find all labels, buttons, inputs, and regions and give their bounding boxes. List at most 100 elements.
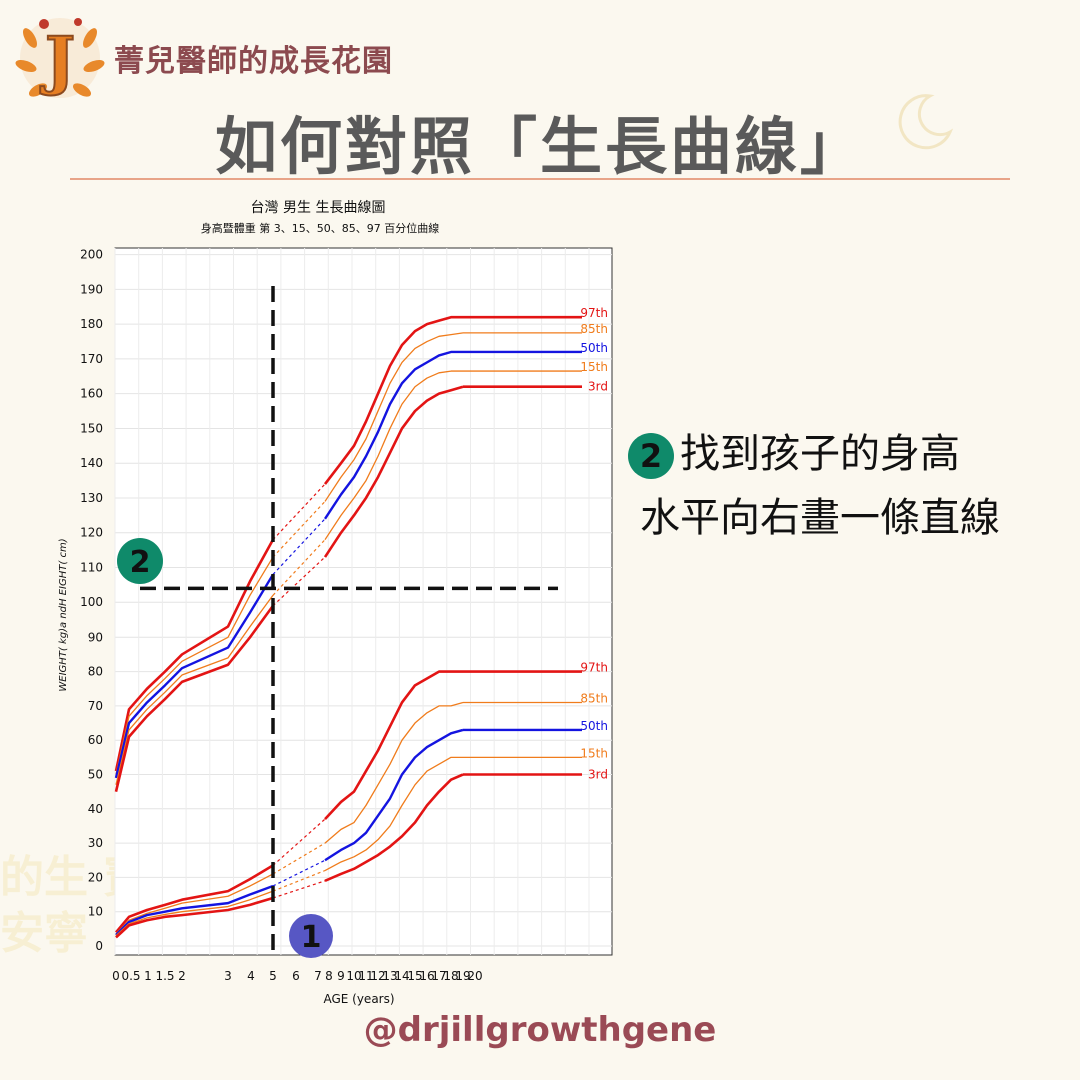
y-tick-label: 100 <box>80 595 103 609</box>
height-curve-p85-gap <box>272 501 326 558</box>
height-curve-p15-gap <box>272 539 326 596</box>
weight-curve-p97-early <box>115 864 274 934</box>
y-tick-label: 30 <box>88 836 103 850</box>
instruction-line-2: 水平向右畫一條直線 <box>640 495 1000 541</box>
weight-curve-p50-early <box>115 884 274 936</box>
y-tick-label: 150 <box>80 421 103 435</box>
x-tick-label: 15 <box>407 969 422 983</box>
height-curve-p50-early <box>114 573 275 779</box>
height-series-label-p85: 85th <box>580 322 608 336</box>
height-curve-p97-late <box>323 315 463 485</box>
height-curve-p15-late <box>324 370 463 541</box>
logo-letter: J <box>40 23 75 98</box>
social-handle: @drjillgrowthgene <box>363 1010 717 1050</box>
y-axis-label: WEIGHT( kg)a ndH EIGHT( cm) <box>58 538 69 691</box>
weight-curve-p85-early <box>115 873 274 935</box>
weight-curve-p3-early <box>115 896 274 939</box>
x-tick-label: 4 <box>247 969 255 983</box>
y-tick-label: 0 <box>95 939 103 953</box>
x-tick-label: 8 <box>325 969 333 983</box>
y-tick-label: 10 <box>88 905 103 919</box>
step-1-badge <box>289 914 333 958</box>
series-layer: 97th 85th 50th 15th 3rd 97th 85th 50th 15th 3rd <box>114 306 608 939</box>
chart-title: 台灣 男生 生長曲線圖 <box>251 200 386 216</box>
weight-curve-p97-late <box>324 670 463 820</box>
x-tick-label: 0.5 <box>121 969 140 983</box>
x-tick-label: 12 <box>370 969 385 983</box>
y-tick-label: 120 <box>80 526 103 540</box>
y-tick-label: 130 <box>80 491 103 505</box>
weight-curve-p85-late <box>324 701 464 844</box>
weight-series-label-p3: 3rd <box>588 768 608 782</box>
y-tick-label: 20 <box>88 870 103 884</box>
x-tick-label: 11 <box>358 969 373 983</box>
header-divider <box>70 178 1010 180</box>
moon-icon <box>898 94 954 150</box>
x-tick-label: 14 <box>394 969 409 983</box>
weight-curve-p85-gap <box>272 842 326 875</box>
y-tick-label: 180 <box>80 317 103 331</box>
height-curve-p50-gap <box>272 518 326 575</box>
weight-series-label-p85: 85th <box>580 691 608 705</box>
x-tick-label: 16 <box>419 969 434 983</box>
brand-name: 菁兒醫師的成長花園 <box>114 44 393 79</box>
x-tick-label: 6 <box>292 969 300 983</box>
y-tick-label: 40 <box>88 802 103 816</box>
step-2-chart-badge-label: 2 <box>130 545 151 580</box>
annotation-layer: 12 <box>117 286 558 958</box>
x-axis-label: AGE (years) <box>323 992 394 1006</box>
step-2-badge: 2 <box>628 433 674 479</box>
y-tick-label: 140 <box>80 456 103 470</box>
y-tick-label: 80 <box>88 665 103 679</box>
x-tick-label: 17 <box>431 969 446 983</box>
chart-plot-area <box>114 247 613 956</box>
y-tick-label: 70 <box>88 699 103 713</box>
x-tick-label: 5 <box>269 969 277 983</box>
y-tick-label: 60 <box>88 733 103 747</box>
y-tick-label: 190 <box>80 282 103 296</box>
weight-series-label-p97: 97th <box>580 661 608 675</box>
y-tick-label: 160 <box>80 387 103 401</box>
y-tick-label: 170 <box>80 352 103 366</box>
height-curve-p3-late <box>323 385 464 558</box>
x-tick-label: 3 <box>224 969 232 983</box>
weight-curve-p15-late <box>324 756 463 872</box>
weight-series-label-p50: 50th <box>580 719 608 733</box>
x-tick-label: 1 <box>144 969 152 983</box>
x-tick-label: 10 <box>346 969 361 983</box>
height-series-label-p97: 97th <box>580 306 608 320</box>
weight-series-label-p15: 15th <box>580 746 608 760</box>
height-curve-p50-late <box>323 350 463 520</box>
chart-subtitle: 身高暨體重 第 3、15、50、85、97 百分位曲線 <box>201 221 439 235</box>
height-curve-p97-gap <box>272 483 326 541</box>
instruction-text: 2 找到孩子的身高 水平向右畫一條直線 <box>628 422 1000 550</box>
step-1-badge-label: 1 <box>301 920 322 955</box>
height-curve-p85-early <box>115 556 274 775</box>
instruction-line-1: 找到孩子的身高 <box>680 431 960 477</box>
y-tick-label: 110 <box>80 560 103 574</box>
x-tick-label: 18 <box>443 969 458 983</box>
height-series-label-p50: 50th <box>580 341 608 355</box>
weight-curve-p50-gap <box>272 859 326 887</box>
y-tick-label: 200 <box>80 248 103 262</box>
page-title: 如何對照「生長曲線」 <box>214 110 865 183</box>
height-curve-p3-early <box>114 604 275 792</box>
x-tick-label: 13 <box>382 969 397 983</box>
x-tick-label: 20 <box>467 969 482 983</box>
y-axis-ticks: 0 10 20 30 40 50 60 70 80 90 100 110 120 130 140 150 160… <box>80 248 103 953</box>
step-2-chart-badge <box>117 538 163 584</box>
x-tick-label: 9 <box>337 969 345 983</box>
x-tick-label: 0 <box>112 969 120 983</box>
height-curve-p15-early <box>115 594 274 785</box>
weight-curve-p15-early <box>115 890 274 937</box>
x-tick-label: 1.5 <box>155 969 174 983</box>
height-curve-p85-late <box>324 332 464 502</box>
y-tick-label: 90 <box>88 630 103 644</box>
x-tick-label: 7 <box>314 969 322 983</box>
x-tick-label: 2 <box>178 969 186 983</box>
y-tick-label: 50 <box>88 768 103 782</box>
weight-curve-p3-late <box>324 773 464 883</box>
height-series-label-p3: 3rd <box>588 380 608 394</box>
